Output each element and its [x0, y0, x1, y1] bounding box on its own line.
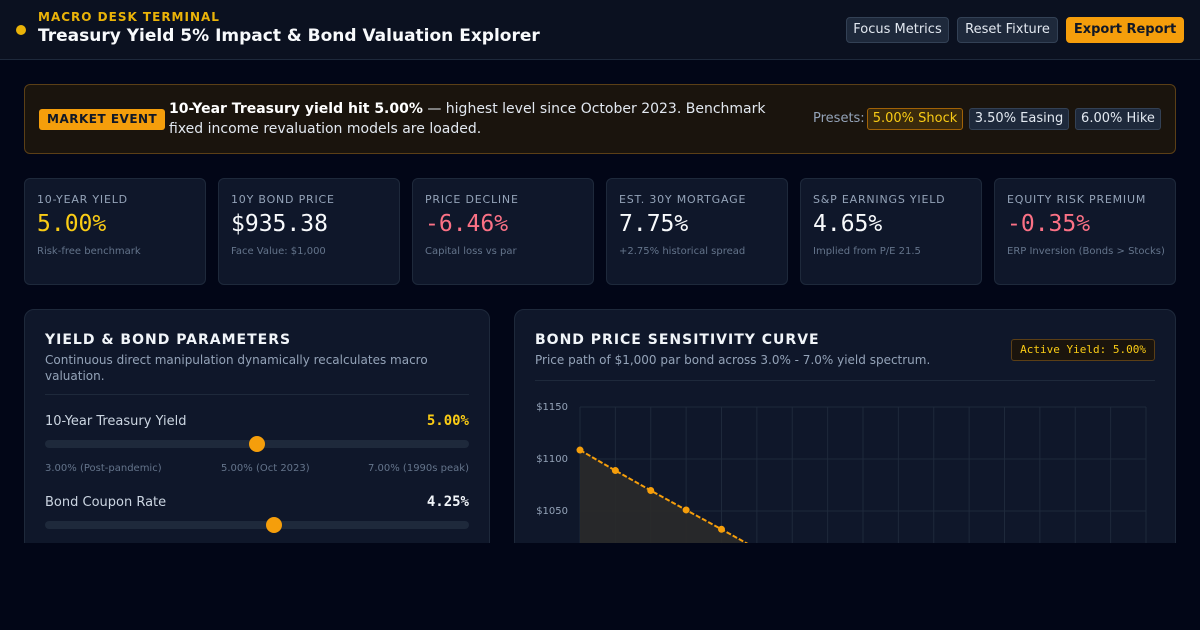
divider [45, 394, 469, 395]
y-tick-label: $1100 [536, 454, 568, 465]
active-yield-badge: Active Yield: 5.00% [1011, 339, 1155, 361]
kpi-card-10y-yield: 10-YEAR YIELD 5.00% Risk-free benchmark [24, 178, 206, 285]
brand-eyebrow: MACRO DESK TERMINAL [38, 10, 220, 24]
yield-slider-value: 5.00% [426, 413, 469, 429]
kpi-subtext: Face Value: $1,000 [231, 246, 326, 257]
coupon-slider-handle[interactable] [265, 517, 282, 533]
sensitivity-chart-panel: BOND PRICE SENSITIVITY CURVE Price path … [514, 309, 1176, 570]
kpi-subtext: +2.75% historical spread [619, 246, 746, 257]
data-point[interactable] [718, 525, 725, 533]
page-title: Treasury Yield 5% Impact & Bond Valuatio… [38, 26, 540, 46]
data-point[interactable] [611, 467, 619, 475]
reset-fixture-button[interactable]: Reset Fixture [957, 17, 1058, 43]
chart-title: BOND PRICE SENSITIVITY CURVE [535, 332, 820, 348]
kpi-card-equity-risk-premium: EQUITY RISK PREMIUM -0.35% ERP Inversion… [994, 178, 1176, 285]
kpi-label: EST. 30Y MORTGAGE [619, 193, 747, 206]
coupon-slider-value: 4.25% [426, 494, 469, 510]
kpi-card-earnings-yield: S&P EARNINGS YIELD 4.65% Implied from P/… [800, 178, 982, 285]
status-dot-icon [16, 25, 26, 35]
y-tick-label: $1150 [536, 402, 568, 413]
kpi-subtext: Capital loss vs par [425, 246, 517, 257]
yield-tick-max: 7.00% (1990s peak) [367, 463, 469, 474]
market-event-text: 10-Year Treasury yield hit 5.00% — highe… [169, 99, 789, 139]
market-event-tag: MARKET EVENT [39, 109, 166, 130]
preset-hike-button[interactable]: 6.00% Hike [1075, 108, 1161, 130]
kpi-value: 5.00% [37, 211, 107, 237]
kpi-card-mortgage: EST. 30Y MORTGAGE 7.75% +2.75% historica… [606, 178, 788, 285]
parameters-panel: YIELD & BOND PARAMETERS Continuous direc… [24, 309, 490, 569]
yield-slider-handle[interactable] [249, 436, 265, 452]
data-point[interactable] [576, 446, 584, 454]
kpi-label: PRICE DECLINE [425, 193, 519, 206]
data-point[interactable] [682, 506, 690, 514]
preset-shock-button[interactable]: 5.00% Shock [867, 108, 963, 130]
yield-slider-label: 10-Year Treasury Yield [45, 414, 187, 429]
kpi-value: -0.35% [1007, 211, 1091, 237]
kpi-value: 4.65% [813, 211, 883, 237]
export-report-button[interactable]: Export Report [1066, 17, 1184, 43]
kpi-label: 10-YEAR YIELD [37, 193, 128, 206]
market-event-body: — highest level since October 2023. Benc… [169, 101, 766, 137]
price-curve-line [579, 449, 798, 570]
kpi-value: $935.38 [231, 211, 328, 237]
yield-tick-mid: 5.00% (Oct 2023) [221, 463, 310, 474]
kpi-card-bond-price: 10Y BOND PRICE $935.38 Face Value: $1,00… [218, 178, 400, 285]
kpi-value: -6.46% [425, 211, 509, 237]
kpi-card-price-decline: PRICE DECLINE -6.46% Capital loss vs par [412, 178, 594, 285]
kpi-subtext: Implied from P/E 21.5 [813, 246, 921, 257]
divider [535, 380, 1155, 381]
bond-price-chart: $1150$1100$1050$1000 [536, 402, 1147, 570]
coupon-slider[interactable] [45, 517, 469, 533]
data-point[interactable] [647, 487, 655, 495]
market-event-headline: 10-Year Treasury yield hit 5.00% [169, 101, 423, 117]
price-area-fill [580, 450, 796, 570]
market-event-banner: MARKET EVENT 10-Year Treasury yield hit … [24, 84, 1176, 154]
preset-easing-button[interactable]: 3.50% Easing [969, 108, 1069, 130]
parameters-title: YIELD & BOND PARAMETERS [45, 332, 292, 348]
yield-slider[interactable] [45, 436, 469, 452]
focus-metrics-button[interactable]: Focus Metrics [846, 17, 949, 43]
top-bar: MACRO DESK TERMINAL Treasury Yield 5% Im… [0, 0, 1200, 60]
parameters-subtitle: Continuous direct manipulation dynamical… [45, 353, 428, 383]
kpi-value: 7.75% [619, 211, 689, 237]
kpi-subtext: Risk-free benchmark [37, 246, 141, 257]
kpi-subtext: ERP Inversion (Bonds > Stocks) [1007, 246, 1165, 257]
viewport-fold [0, 543, 1200, 630]
kpi-label: 10Y BOND PRICE [231, 193, 335, 206]
chart-subtitle: Price path of $1,000 par bond across 3.0… [535, 353, 931, 367]
presets-label: Presets: [813, 111, 865, 126]
kpi-label: EQUITY RISK PREMIUM [1007, 193, 1147, 206]
coupon-slider-label: Bond Coupon Rate [45, 495, 167, 510]
y-tick-label: $1050 [536, 506, 568, 517]
yield-tick-min: 3.00% (Post-pandemic) [45, 463, 162, 474]
kpi-label: S&P EARNINGS YIELD [813, 193, 946, 206]
